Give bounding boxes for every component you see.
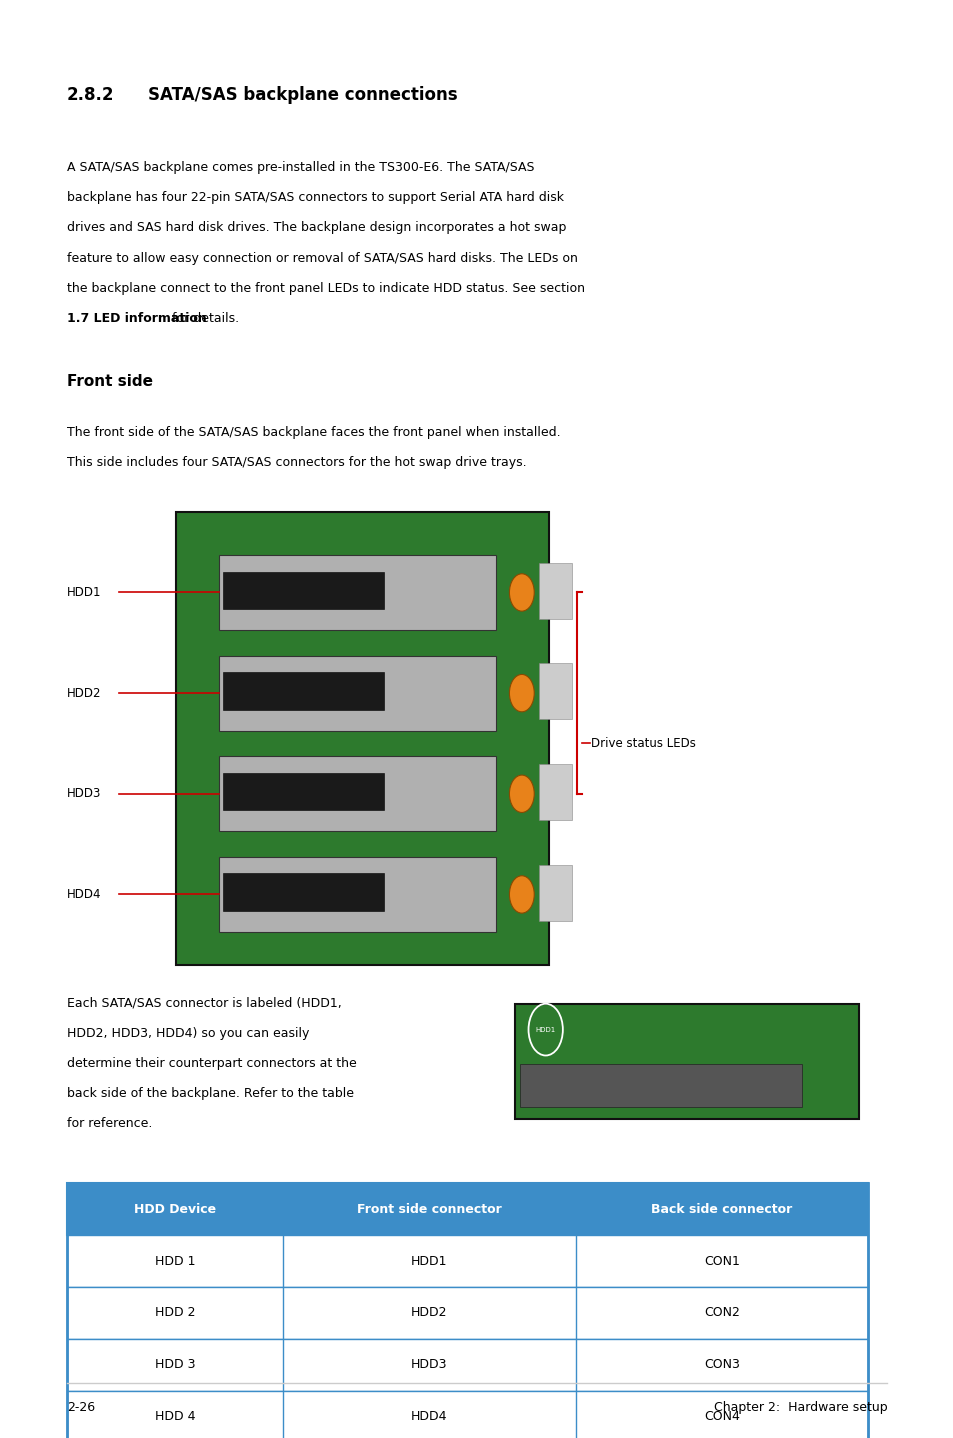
Bar xyxy=(67,1235,867,1287)
Text: HDD4: HDD4 xyxy=(67,887,101,902)
Circle shape xyxy=(509,574,534,611)
Text: A SATA/SAS backplane comes pre-installed in the TS300-E6. The SATA/SAS: A SATA/SAS backplane comes pre-installed… xyxy=(67,161,534,174)
Text: determine their counterpart connectors at the: determine their counterpart connectors a… xyxy=(67,1057,356,1070)
Text: HDD2, HDD3, HDD4) so you can easily: HDD2, HDD3, HDD4) so you can easily xyxy=(67,1027,309,1040)
Text: CON2: CON2 xyxy=(703,1306,740,1320)
Text: 2-26: 2-26 xyxy=(67,1401,94,1414)
Text: backplane has four 22-pin SATA/SAS connectors to support Serial ATA hard disk: backplane has four 22-pin SATA/SAS conne… xyxy=(67,191,563,204)
Text: back side of the backplane. Refer to the table: back side of the backplane. Refer to the… xyxy=(67,1087,354,1100)
Bar xyxy=(223,772,383,810)
Bar xyxy=(538,663,572,719)
Text: HDD 4: HDD 4 xyxy=(154,1409,195,1424)
Text: The front side of the SATA/SAS backplane faces the front panel when installed.: The front side of the SATA/SAS backplane… xyxy=(67,426,559,439)
Circle shape xyxy=(509,775,534,812)
Text: Drive status LEDs: Drive status LEDs xyxy=(591,736,696,751)
Bar xyxy=(176,512,548,965)
Text: HDD1: HDD1 xyxy=(67,585,101,600)
Text: feature to allow easy connection or removal of SATA/SAS hard disks. The LEDs on: feature to allow easy connection or remo… xyxy=(67,252,578,265)
Text: for details.: for details. xyxy=(168,312,239,325)
Bar xyxy=(219,756,496,831)
Text: CON3: CON3 xyxy=(703,1357,740,1372)
Bar xyxy=(538,764,572,820)
Text: HDD2: HDD2 xyxy=(411,1306,447,1320)
Text: Chapter 2:  Hardware setup: Chapter 2: Hardware setup xyxy=(713,1401,886,1414)
Text: HDD1: HDD1 xyxy=(411,1254,447,1268)
Bar xyxy=(67,1339,867,1391)
Text: HDD1: HDD1 xyxy=(535,1027,556,1032)
Bar xyxy=(67,1391,867,1438)
Text: This side includes four SATA/SAS connectors for the hot swap drive trays.: This side includes four SATA/SAS connect… xyxy=(67,456,526,469)
Text: the backplane connect to the front panel LEDs to indicate HDD status. See sectio: the backplane connect to the front panel… xyxy=(67,282,584,295)
Bar xyxy=(538,562,572,618)
Bar xyxy=(223,873,383,910)
Text: Each SATA/SAS connector is labeled (HDD1,: Each SATA/SAS connector is labeled (HDD1… xyxy=(67,997,341,1009)
Text: HDD3: HDD3 xyxy=(411,1357,447,1372)
Text: Front side connector: Front side connector xyxy=(356,1202,501,1217)
Bar xyxy=(538,864,572,920)
Text: HDD 2: HDD 2 xyxy=(154,1306,195,1320)
Bar xyxy=(223,571,383,608)
Bar xyxy=(219,555,496,630)
Text: CON1: CON1 xyxy=(703,1254,740,1268)
Text: 2.8.2: 2.8.2 xyxy=(67,86,114,105)
Bar xyxy=(219,656,496,731)
Bar xyxy=(67,1287,867,1339)
Text: Front side: Front side xyxy=(67,374,152,388)
Bar xyxy=(67,1183,867,1235)
Text: HDD4: HDD4 xyxy=(411,1409,447,1424)
Circle shape xyxy=(509,876,534,913)
Text: SATA/SAS backplane connections: SATA/SAS backplane connections xyxy=(148,86,457,105)
Text: HDD 3: HDD 3 xyxy=(154,1357,195,1372)
Text: CON4: CON4 xyxy=(703,1409,740,1424)
Circle shape xyxy=(509,674,534,712)
Bar xyxy=(67,1183,867,1438)
Text: HDD3: HDD3 xyxy=(67,787,101,801)
Text: HDD 1: HDD 1 xyxy=(154,1254,195,1268)
Text: HDD Device: HDD Device xyxy=(133,1202,215,1217)
Bar xyxy=(519,1064,801,1107)
Text: drives and SAS hard disk drives. The backplane design incorporates a hot swap: drives and SAS hard disk drives. The bac… xyxy=(67,221,565,234)
Bar xyxy=(219,857,496,932)
Text: 1.7 LED information: 1.7 LED information xyxy=(67,312,206,325)
Bar xyxy=(515,1004,858,1119)
Text: HDD2: HDD2 xyxy=(67,686,101,700)
Bar xyxy=(223,672,383,709)
Text: for reference.: for reference. xyxy=(67,1117,152,1130)
Text: Back side connector: Back side connector xyxy=(651,1202,792,1217)
